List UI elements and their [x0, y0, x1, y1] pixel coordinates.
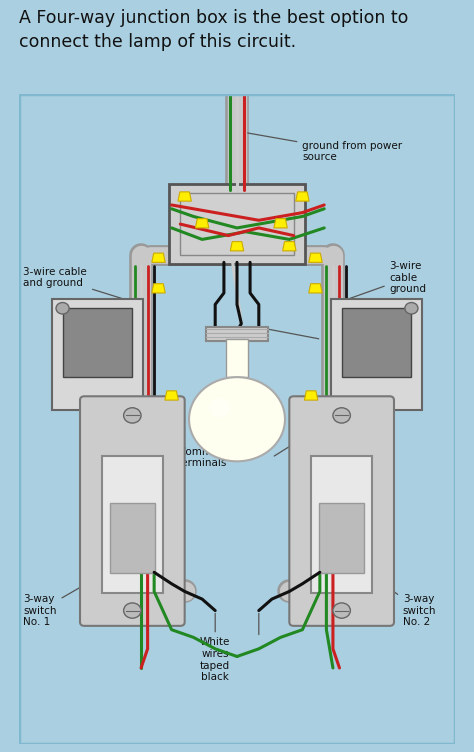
- FancyBboxPatch shape: [80, 396, 185, 626]
- Text: White
wires
taped
black: White wires taped black: [262, 320, 355, 365]
- Polygon shape: [152, 284, 165, 293]
- Text: A Four-way junction box is the best option to
connect the lamp of this circuit.: A Four-way junction box is the best opti…: [19, 9, 408, 51]
- Text: 3-wire cable
and ground: 3-wire cable and ground: [23, 267, 138, 304]
- Circle shape: [124, 408, 141, 423]
- Polygon shape: [178, 192, 191, 201]
- Circle shape: [333, 408, 350, 423]
- FancyBboxPatch shape: [109, 502, 155, 573]
- Polygon shape: [165, 391, 178, 400]
- Polygon shape: [283, 241, 296, 251]
- FancyBboxPatch shape: [319, 502, 365, 573]
- FancyBboxPatch shape: [207, 327, 267, 341]
- FancyBboxPatch shape: [226, 339, 248, 378]
- Text: White
wires
taped
black: White wires taped black: [200, 614, 230, 682]
- FancyBboxPatch shape: [311, 456, 372, 593]
- Circle shape: [124, 603, 141, 618]
- Polygon shape: [152, 253, 165, 262]
- FancyBboxPatch shape: [289, 396, 394, 626]
- FancyBboxPatch shape: [331, 299, 422, 410]
- Text: ground from power
source: ground from power source: [246, 133, 402, 162]
- Circle shape: [56, 302, 69, 314]
- FancyBboxPatch shape: [52, 299, 143, 410]
- FancyBboxPatch shape: [169, 184, 305, 264]
- Polygon shape: [296, 192, 309, 201]
- Polygon shape: [309, 284, 322, 293]
- Polygon shape: [304, 391, 318, 400]
- Circle shape: [189, 378, 285, 461]
- Text: 3-wire
cable
ground: 3-wire cable ground: [336, 261, 427, 304]
- FancyBboxPatch shape: [342, 308, 411, 378]
- Polygon shape: [274, 219, 287, 228]
- FancyBboxPatch shape: [63, 308, 132, 378]
- Circle shape: [209, 399, 230, 417]
- FancyBboxPatch shape: [102, 456, 163, 593]
- Circle shape: [333, 603, 350, 618]
- Circle shape: [405, 302, 418, 314]
- Text: Common
terminals: Common terminals: [174, 440, 227, 468]
- Polygon shape: [230, 241, 244, 251]
- Text: 3-way
switch
No. 1: 3-way switch No. 1: [23, 574, 104, 627]
- Polygon shape: [309, 253, 322, 262]
- Polygon shape: [195, 219, 209, 228]
- Text: 3-way
switch
No. 2: 3-way switch No. 2: [370, 574, 436, 627]
